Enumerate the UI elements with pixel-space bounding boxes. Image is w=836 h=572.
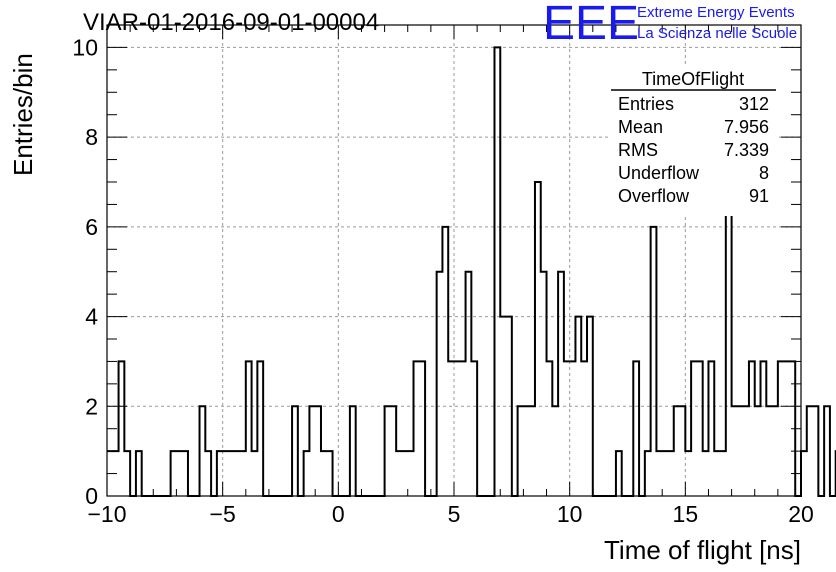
- x-tick-label: 5: [448, 501, 461, 527]
- stats-box-rows: Entries 312 Mean 7.956 RMS 7.339 Underflow 8 Ove…: [618, 94, 769, 206]
- stats-row-label: Underflow: [618, 163, 700, 183]
- x-axis-title: Time of flight [ns]: [604, 535, 801, 565]
- y-axis-title: Entries/bin: [8, 53, 38, 176]
- stats-row-value: 312: [739, 94, 769, 114]
- y-tick-label: 6: [85, 214, 98, 240]
- stats-row-label: Entries: [618, 94, 674, 114]
- x-tick-label: 10: [557, 501, 583, 527]
- x-tick-label: −10: [87, 501, 126, 527]
- plot-frame: [106, 24, 802, 497]
- x-tick-label: −5: [210, 501, 236, 527]
- eee-logo: EEE: [543, 0, 640, 50]
- y-tick-label: 4: [85, 304, 98, 330]
- x-tick-labels: −10 −5 0 5 10 15 20: [87, 501, 813, 527]
- y-tick-label: 8: [85, 124, 98, 150]
- stats-row-label: Mean: [618, 117, 663, 137]
- stats-row-value: 8: [759, 163, 769, 183]
- logo-subtitle-line2: La Scienza nelle Scuole: [637, 25, 798, 42]
- stats-row-value: 7.956: [724, 117, 769, 137]
- y-tick-label: 10: [72, 34, 98, 60]
- y-tick-labels: 0 2 4 6 8 10: [72, 34, 98, 509]
- stats-row-value: 91: [749, 186, 769, 206]
- logo-subtitle-line1: Extreme Energy Events: [637, 4, 795, 21]
- histogram-step-line: [107, 46, 836, 497]
- stats-row-value: 7.339: [724, 140, 769, 160]
- stats-row-label: RMS: [618, 140, 658, 160]
- stats-box: TimeOfFlight Entries 312 Mean 7.956 RMS 7.339…: [609, 66, 777, 216]
- stats-box-background: [609, 66, 777, 216]
- y-tick-label: 2: [85, 393, 98, 419]
- x-tick-label: 15: [673, 501, 699, 527]
- x-tick-label: 20: [788, 501, 814, 527]
- stats-row-label: Overflow: [618, 186, 690, 206]
- stats-box-title: TimeOfFlight: [642, 69, 744, 89]
- run-title: VIAR-01-2016-09-01-00004: [83, 9, 380, 36]
- y-tick-label: 0: [85, 483, 98, 509]
- x-tick-label: 0: [332, 501, 345, 527]
